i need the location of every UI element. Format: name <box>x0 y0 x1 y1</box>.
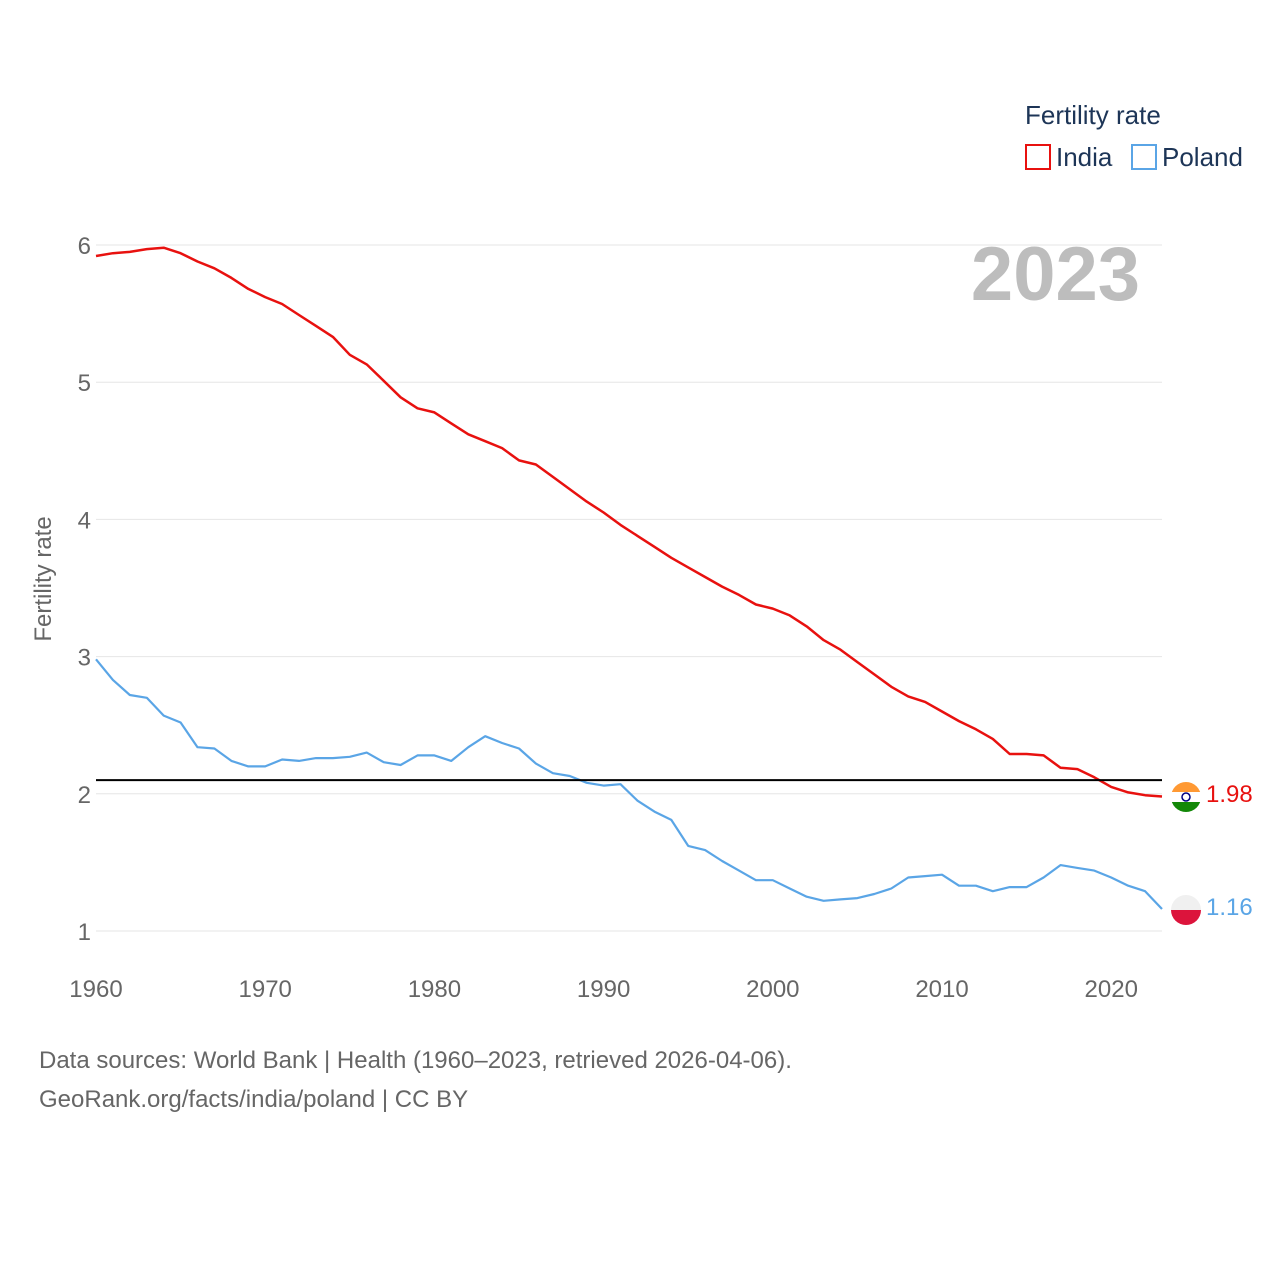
legend: Fertility rate India Poland <box>1025 100 1243 172</box>
poland-flag-icon <box>1171 895 1201 925</box>
y-tick-label: 4 <box>78 507 91 534</box>
legend-swatch-india[interactable] <box>1025 144 1051 170</box>
x-axis-ticks: 1960 1970 1980 1990 2000 2010 2020 <box>69 976 1138 1003</box>
grid <box>96 244 1162 932</box>
attribution-link[interactable]: GeoRank.org/facts/india/poland | CC BY <box>39 1086 468 1113</box>
y-tick-label: 3 <box>78 645 91 672</box>
legend-label-poland[interactable]: Poland <box>1162 142 1243 172</box>
x-tick-label: 2020 <box>1085 976 1138 1003</box>
x-tick-label: 2010 <box>915 976 968 1003</box>
series-line-india[interactable] <box>95 246 1163 798</box>
end-label-poland: 1.16 <box>1206 894 1253 921</box>
end-label-india: 1.98 <box>1206 781 1253 808</box>
year-label: 2023 <box>971 232 1140 317</box>
x-tick-label: 1990 <box>577 976 630 1003</box>
legend-title: Fertility rate <box>1025 100 1161 130</box>
india-flag-icon <box>1171 782 1201 812</box>
y-axis-ticks: 1 2 3 4 5 6 <box>78 233 91 946</box>
x-tick-label: 1980 <box>408 976 461 1003</box>
y-tick-label: 6 <box>78 233 91 260</box>
legend-label-india[interactable]: India <box>1056 142 1113 172</box>
y-tick-label: 1 <box>78 919 91 946</box>
source-text: Data sources: World Bank | Health (1960–… <box>39 1047 792 1074</box>
x-tick-label: 1960 <box>69 976 122 1003</box>
x-tick-label: 1970 <box>239 976 292 1003</box>
y-axis-title: Fertility rate <box>30 516 57 641</box>
y-tick-label: 5 <box>78 370 91 397</box>
series-lines <box>95 246 1163 910</box>
y-tick-label: 2 <box>78 782 91 809</box>
x-tick-label: 2000 <box>746 976 799 1003</box>
series-line-poland[interactable] <box>95 658 1163 910</box>
legend-swatch-poland[interactable] <box>1131 144 1157 170</box>
